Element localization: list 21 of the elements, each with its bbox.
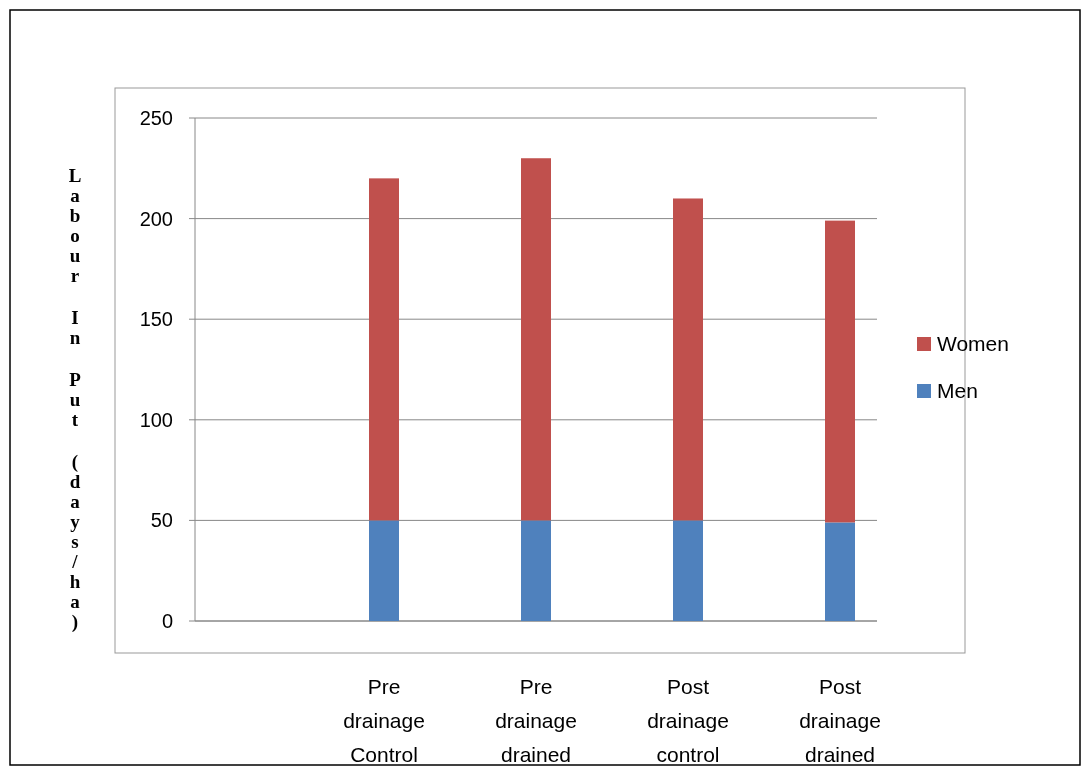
bar: [369, 178, 399, 521]
x-tick-label: Pre drainage drained: [495, 675, 577, 766]
x-tick-label: Pre drainage Control: [343, 675, 425, 766]
legend-label: Women: [937, 332, 1009, 356]
y-tick-label: 200: [139, 207, 173, 230]
y-tick-label: 250: [139, 107, 173, 129]
legend-label: Men: [937, 379, 978, 403]
x-tick-label: Post drainage control: [647, 675, 729, 766]
text: Labour In Put (days/ha): [68, 165, 82, 632]
bar: [369, 520, 399, 621]
y-tick-label: 0: [161, 610, 173, 632]
bar: [825, 522, 855, 621]
bar: [673, 520, 703, 621]
y-tick-label: 100: [139, 408, 173, 431]
bar: [521, 520, 551, 621]
bar: [521, 158, 551, 521]
y-tick-label: 50: [150, 509, 173, 532]
x-tick-label: Post drainage drained: [799, 675, 881, 766]
bar: [673, 198, 703, 521]
y-tick-label: 150: [139, 308, 173, 331]
bar: [825, 220, 855, 523]
